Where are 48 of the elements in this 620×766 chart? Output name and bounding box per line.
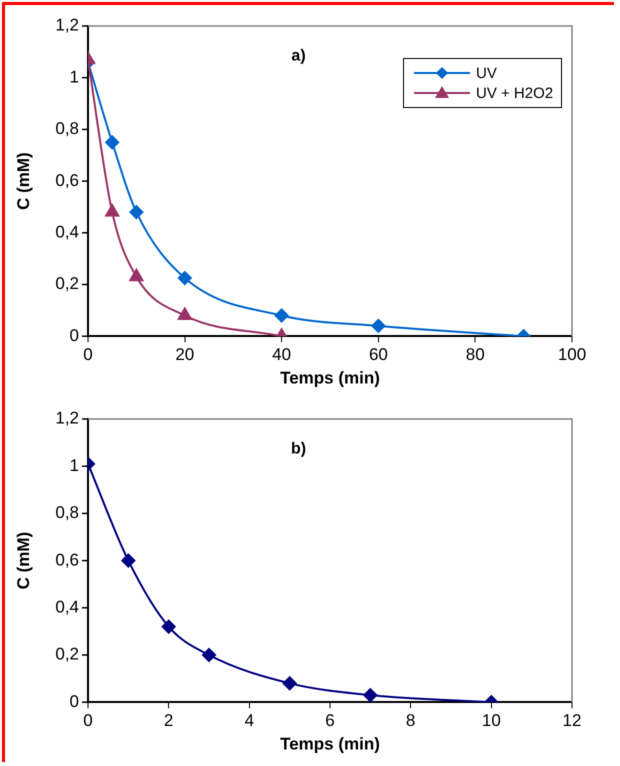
point (202, 648, 216, 662)
x-tick-label: 12 (562, 711, 582, 730)
x-tick-label: 10 (482, 711, 501, 730)
y-tick-label: 0,4 (55, 222, 79, 242)
y-tick-label: 0,8 (55, 119, 79, 138)
text: b) (290, 440, 306, 458)
y-tick-label: 0 (70, 692, 79, 711)
y-tick-label: 0,6 (55, 170, 79, 190)
point (178, 271, 192, 286)
legend-label: UV (476, 64, 497, 82)
point (178, 308, 192, 320)
y-tick-label: 1,2 (55, 408, 79, 428)
x-tick-label: 2 (164, 711, 174, 730)
x-tick-label: 20 (175, 345, 194, 364)
point (129, 268, 144, 282)
point (282, 676, 297, 690)
x-tick-label: 6 (325, 711, 335, 730)
point (105, 135, 120, 150)
y-tick-label: 1 (70, 456, 79, 475)
point (274, 308, 289, 323)
x-axis-title: Temps (min) (280, 734, 380, 754)
y-tick-label: 0,8 (55, 503, 79, 522)
point (129, 205, 144, 220)
text: a) (291, 47, 306, 64)
x-tick-label: 100 (558, 345, 586, 364)
point (121, 554, 136, 568)
point (162, 620, 176, 634)
y-tick-label: 0,2 (55, 644, 79, 664)
point (371, 318, 386, 333)
y-axis-title: C (mM) (14, 152, 33, 210)
y-tick-label: 0,6 (55, 550, 79, 570)
x-tick-label: 40 (272, 345, 292, 364)
x-tick-label: 60 (368, 345, 388, 364)
y-tick-label: 0 (70, 326, 79, 345)
x-tick-label: 80 (466, 345, 485, 364)
x-tick-label: 4 (244, 711, 254, 730)
y-tick-label: 1,2 (55, 16, 79, 35)
point (105, 204, 120, 217)
y-tick-label: 0,2 (55, 274, 79, 294)
legend-label: UV + H2O2 (476, 84, 554, 102)
y-tick-label: 0,4 (55, 597, 79, 616)
x-tick-label: 0 (83, 711, 93, 730)
x-axis-title: Temps (min) (280, 368, 380, 388)
y-tick-label: 1 (70, 67, 79, 86)
x-tick-label: 0 (83, 345, 93, 364)
point (363, 688, 378, 702)
y-axis-title: C (mM) (14, 532, 33, 590)
x-tick-label: 8 (406, 711, 416, 730)
